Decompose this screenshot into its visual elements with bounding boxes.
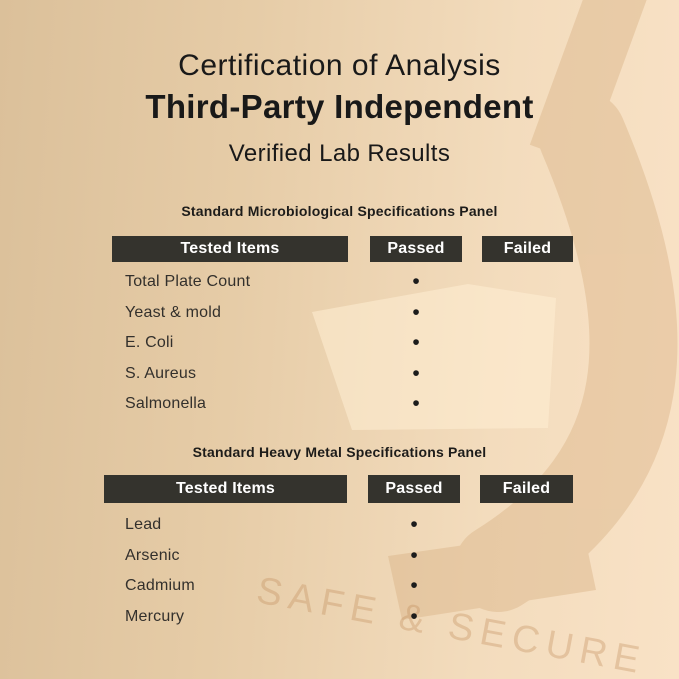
tested-item-label: Arsenic bbox=[125, 546, 180, 564]
table-row: Total Plate Count • bbox=[112, 267, 573, 298]
tested-item-label: Lead bbox=[125, 516, 162, 534]
passed-dot: • bbox=[410, 543, 418, 567]
column-header-passed: Passed bbox=[368, 475, 460, 503]
passed-dot: • bbox=[410, 513, 418, 536]
table-row: Mercury • bbox=[104, 602, 573, 633]
tested-item-label: Yeast & mold bbox=[125, 303, 222, 321]
page-title: Certification of Analysis bbox=[178, 49, 501, 82]
microbio-table-header: Tested Items Passed Failed bbox=[112, 236, 573, 262]
table-row: Arsenic • bbox=[104, 541, 573, 572]
section-title-heavy-metal: Standard Heavy Metal Specifications Pane… bbox=[192, 444, 487, 460]
column-header-tested-items: Tested Items bbox=[104, 475, 347, 503]
table-row: E. Coli • bbox=[112, 328, 573, 359]
page-subtitle: Third-Party Independent bbox=[145, 88, 534, 125]
passed-dot: • bbox=[410, 604, 418, 628]
column-header-tested-items: Tested Items bbox=[112, 236, 348, 262]
passed-dot: • bbox=[410, 574, 418, 597]
passed-dot: • bbox=[412, 361, 420, 385]
tested-item-label: E. Coli bbox=[125, 334, 174, 352]
heavy-metal-table-body: Lead • Arsenic • Cadmium • Mercury • bbox=[104, 510, 573, 632]
passed-dot: • bbox=[412, 300, 420, 324]
column-header-failed: Failed bbox=[480, 475, 573, 503]
passed-dot: • bbox=[412, 270, 420, 293]
table-row: Yeast & mold • bbox=[112, 298, 573, 329]
table-row: Cadmium • bbox=[104, 571, 573, 602]
passed-dot: • bbox=[412, 331, 420, 354]
table-row: Salmonella • bbox=[112, 389, 573, 420]
tested-item-label: Total Plate Count bbox=[125, 273, 251, 291]
page-tagline: Verified Lab Results bbox=[228, 140, 451, 167]
table-row: S. Aureus • bbox=[112, 359, 573, 390]
heavy-metal-table-header: Tested Items Passed Failed bbox=[104, 475, 573, 503]
column-header-passed: Passed bbox=[370, 236, 462, 262]
table-row: Lead • bbox=[104, 510, 573, 541]
microbio-table-body: Total Plate Count • Yeast & mold • E. Co… bbox=[112, 267, 573, 420]
column-header-failed: Failed bbox=[482, 236, 573, 262]
tested-item-label: Salmonella bbox=[125, 395, 207, 413]
section-title-microbiological: Standard Microbiological Specifications … bbox=[181, 203, 498, 219]
tested-item-label: Mercury bbox=[125, 607, 185, 625]
passed-dot: • bbox=[412, 392, 420, 415]
tested-item-label: Cadmium bbox=[125, 577, 195, 595]
tested-item-label: S. Aureus bbox=[125, 364, 197, 382]
